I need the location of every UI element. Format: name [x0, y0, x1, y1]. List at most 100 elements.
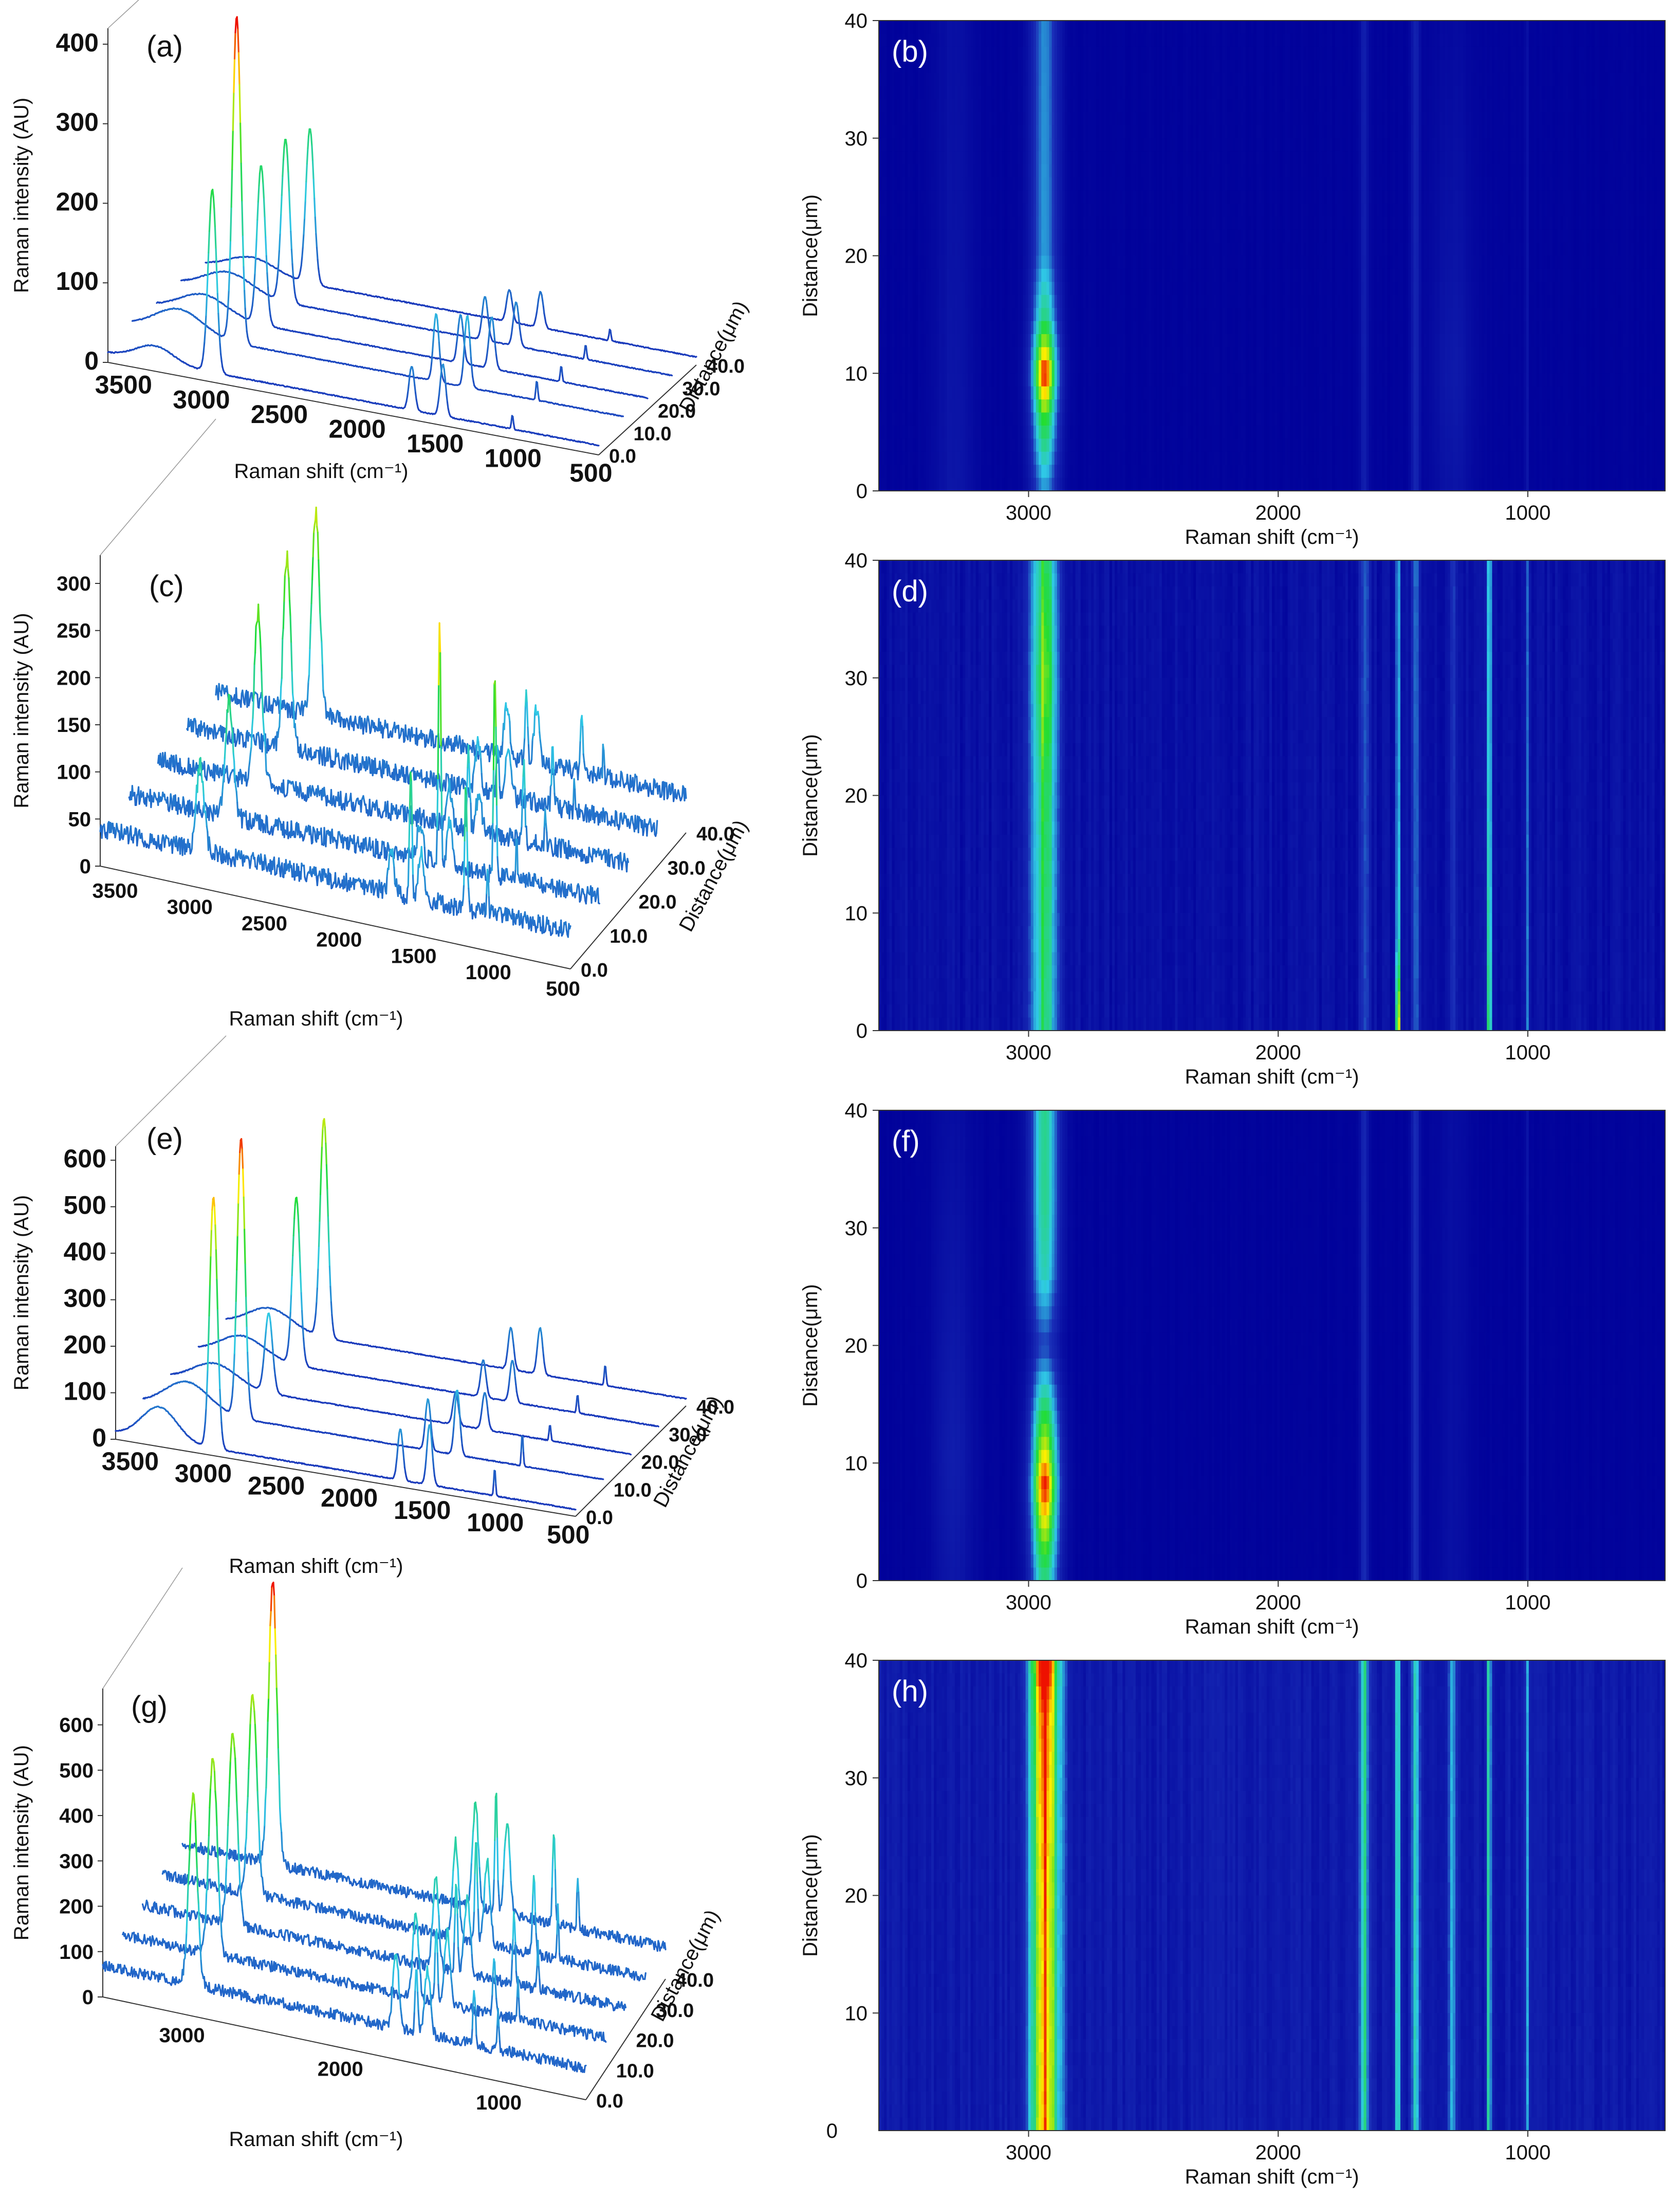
heatmap-cell [895, 86, 898, 99]
heatmap-cell [918, 269, 921, 282]
heatmap-cell [902, 73, 906, 86]
heatmap-cell [900, 216, 903, 230]
heatmap-cell [881, 204, 884, 217]
heatmap-cell [913, 438, 916, 452]
heatmap-cell [924, 387, 927, 400]
heatmap-cell [900, 399, 903, 413]
heatmap-cell [902, 438, 906, 452]
heatmap-cell [913, 282, 916, 295]
heatmap-cell [881, 60, 884, 73]
heatmap-cell [918, 112, 921, 125]
heatmap-cell [887, 256, 890, 269]
heatmap-cell [915, 478, 918, 491]
heatmap-cell [929, 164, 932, 178]
heatmap-cell [918, 399, 921, 413]
heatmap-cell [926, 138, 929, 152]
heatmap-cell [924, 373, 927, 387]
heatmap-cell [892, 308, 895, 321]
heatmap-cell [910, 86, 913, 99]
heatmap-cell [924, 164, 927, 178]
heatmap-cell [881, 360, 884, 374]
heatmap-cell [905, 308, 908, 321]
heatmap-cell [881, 373, 884, 387]
heatmap-cell [889, 387, 892, 400]
heatmap-cell [889, 399, 892, 413]
heatmap-cell [889, 478, 892, 491]
heatmap-cell [905, 478, 908, 491]
heatmap-cell [910, 216, 913, 230]
heatmap-cell [915, 360, 918, 374]
heatmap-cell [929, 138, 932, 152]
heatmap-cell [929, 308, 932, 321]
heatmap-cell [900, 465, 903, 478]
heatmap-cell [884, 360, 887, 374]
heatmap-cell [884, 373, 887, 387]
heatmap-cell [897, 204, 900, 217]
heatmap-cell [921, 230, 924, 243]
heatmap-cell [905, 295, 908, 308]
heatmap-cell [881, 125, 884, 138]
heatmap-cell [910, 334, 913, 347]
heatmap-cell [931, 465, 934, 478]
heatmap-cell [921, 151, 924, 164]
heatmap-cell [926, 112, 929, 125]
heatmap-cell [915, 99, 918, 113]
heatmap-cell [908, 256, 911, 269]
heatmap-cell [895, 151, 898, 164]
heatmap-cell [900, 177, 903, 191]
heatmap-cell [887, 347, 890, 360]
heatmap-cell [929, 269, 932, 282]
heatmap-cell [887, 478, 890, 491]
heatmap-cell [884, 452, 887, 465]
heatmap-cell [881, 334, 884, 347]
heatmap-cell [929, 204, 932, 217]
heatmap-cell [905, 438, 908, 452]
heatmap-cell [884, 21, 887, 34]
heatmap-cell [924, 138, 927, 152]
heatmap-cell [918, 426, 921, 439]
heatmap-cell [915, 295, 918, 308]
heatmap-cell [892, 112, 895, 125]
heatmap-cell [918, 295, 921, 308]
heatmap-cell [918, 99, 921, 113]
heatmap-cell [915, 413, 918, 426]
heatmap-cell [897, 413, 900, 426]
heatmap-cell [929, 151, 932, 164]
heatmap-cell [895, 243, 898, 256]
heatmap-cell [910, 321, 913, 335]
heatmap-cell [889, 164, 892, 178]
heatmap-cell [910, 125, 913, 138]
heatmap-cell [884, 465, 887, 478]
heatmap-cell [902, 256, 906, 269]
heatmap-cell [910, 73, 913, 86]
heatmap-cell [913, 413, 916, 426]
heatmap-cell [910, 465, 913, 478]
heatmap-cell [892, 73, 895, 86]
heatmap-cell [931, 347, 934, 360]
heatmap-cell [910, 204, 913, 217]
heatmap-cell [905, 321, 908, 335]
heatmap-cell [918, 438, 921, 452]
heatmap-cell [881, 295, 884, 308]
heatmap-cell [895, 204, 898, 217]
heatmap-cell [913, 478, 916, 491]
heatmap-cell [887, 164, 890, 178]
heatmap-cell [908, 438, 911, 452]
heatmap-cell [895, 21, 898, 34]
heatmap-cell [892, 438, 895, 452]
heatmap-cell [921, 164, 924, 178]
heatmap-cell [924, 438, 927, 452]
heatmap-cell [902, 321, 906, 335]
heatmap-cell [892, 204, 895, 217]
heatmap-cell [929, 438, 932, 452]
heatmap-cell [887, 413, 890, 426]
heatmap-cell [913, 269, 916, 282]
heatmap-cell [887, 138, 890, 152]
heatmap-cell [897, 321, 900, 335]
heatmap-cell [918, 230, 921, 243]
heatmap-cell [895, 413, 898, 426]
heatmap-cell [900, 452, 903, 465]
heatmap-cell [900, 164, 903, 178]
heatmap-cell [881, 269, 884, 282]
heatmap-cell [908, 413, 911, 426]
